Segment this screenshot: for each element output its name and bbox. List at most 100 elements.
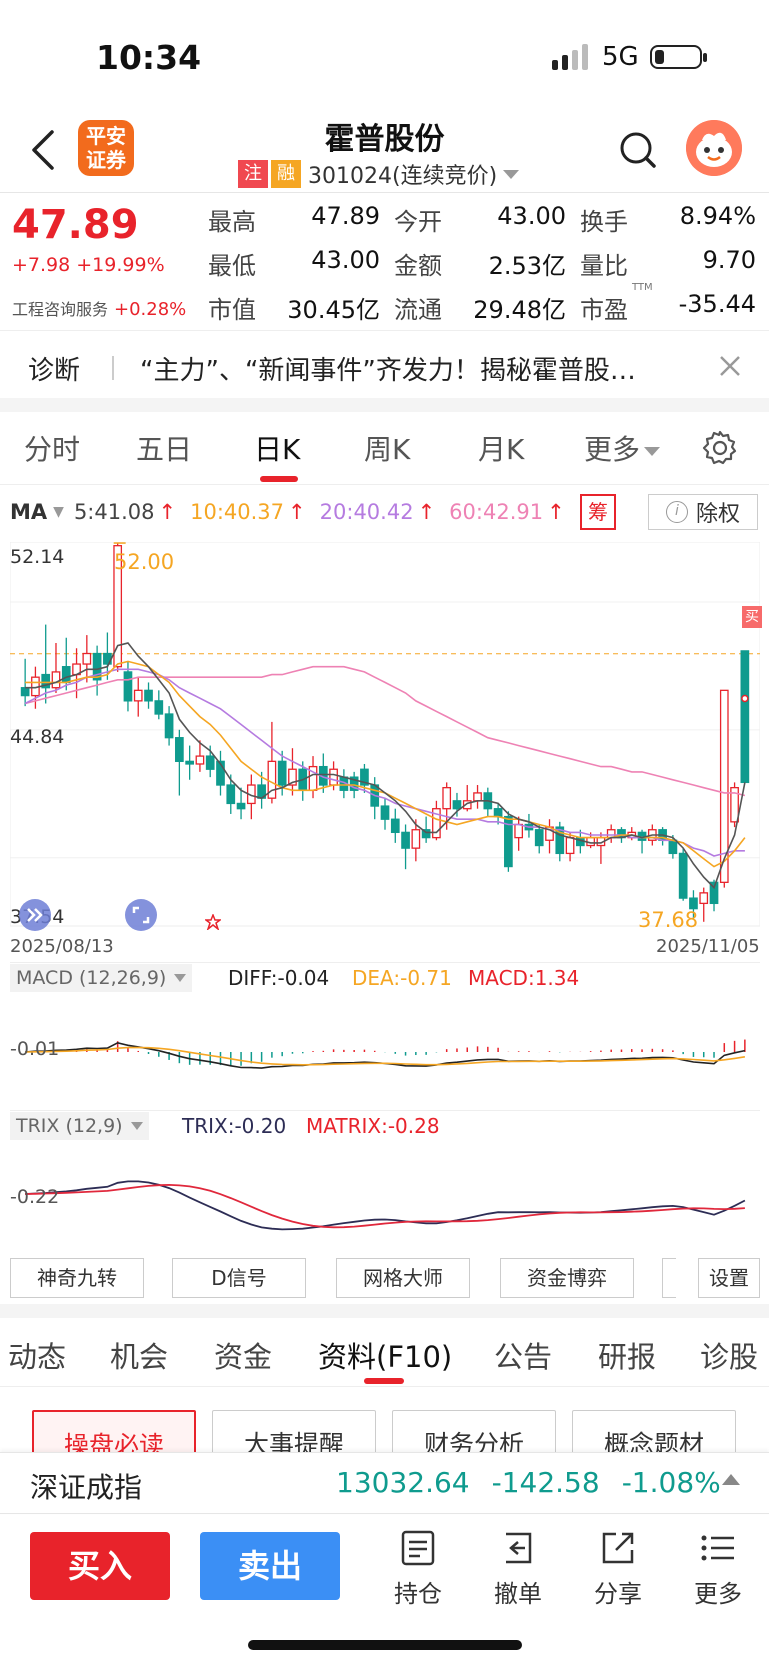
stock-code-selector[interactable]: 注 融 301024(连续竞价) bbox=[238, 158, 520, 190]
candle-body bbox=[730, 787, 739, 823]
tab-weekly-k[interactable]: 周K bbox=[364, 433, 411, 466]
quote-label-amount: 金额 bbox=[394, 252, 442, 280]
ma5-value: 5:41.08 ↑ bbox=[74, 500, 176, 524]
tab-intraday[interactable]: 分时 bbox=[24, 433, 81, 466]
expand-up-icon[interactable] bbox=[722, 1474, 740, 1485]
tab-five-day[interactable]: 五日 bbox=[136, 433, 193, 466]
tab-daily-k[interactable]: 日K bbox=[254, 433, 301, 466]
margin-badge: 融 bbox=[271, 160, 301, 188]
trix-selector[interactable]: TRIX (12,9) bbox=[10, 1112, 149, 1140]
tab-diagnose[interactable]: 诊股 bbox=[700, 1340, 759, 1374]
chevron-down-icon bbox=[174, 974, 187, 982]
ma20-text: 20:40.42 bbox=[319, 500, 414, 524]
close-icon[interactable] bbox=[716, 352, 744, 380]
gear-icon[interactable] bbox=[700, 428, 740, 468]
tab-funds[interactable]: 资金 bbox=[214, 1340, 273, 1374]
quote-value-volume-ratio: 9.70 bbox=[702, 246, 756, 274]
document-icon bbox=[401, 1530, 435, 1566]
tab-monthly-k[interactable]: 月K bbox=[478, 433, 525, 466]
chart-frame bbox=[10, 542, 760, 927]
diagnosis-label[interactable]: 诊断 bbox=[28, 356, 81, 386]
registration-badge: 注 bbox=[238, 160, 268, 188]
back-arrow-icon[interactable] bbox=[24, 128, 64, 172]
tab-opportunity[interactable]: 机会 bbox=[110, 1340, 169, 1374]
candle-body bbox=[360, 768, 369, 786]
quote-label-open: 今开 bbox=[394, 208, 442, 236]
assistant-avatar-icon[interactable] bbox=[686, 120, 742, 176]
cancel-order-button[interactable]: 撤单 bbox=[478, 1528, 558, 1609]
tool-magic-nine[interactable]: 神奇九转 bbox=[10, 1258, 144, 1298]
divider bbox=[0, 330, 769, 331]
trix-axis-label: -0.22 bbox=[10, 1186, 60, 1208]
tab-research[interactable]: 研报 bbox=[598, 1340, 657, 1374]
candle-body bbox=[473, 792, 482, 802]
home-indicator bbox=[248, 1640, 522, 1650]
sell-button[interactable]: 卖出 bbox=[200, 1532, 340, 1600]
ma-legend[interactable]: MA ▼ 5:41.08 ↑ 10:40.37 ↑ 20:40.42 ↑ 60:42.… bbox=[10, 500, 579, 524]
divider bbox=[10, 1110, 760, 1111]
candle-body bbox=[226, 784, 236, 805]
date-end-label: 2025/11/05 bbox=[656, 936, 760, 957]
event-marker-icon[interactable] bbox=[205, 914, 221, 930]
chevron-down-icon bbox=[644, 446, 661, 456]
candle-body bbox=[154, 700, 164, 715]
broker-logo-text: 平安 证券 bbox=[86, 124, 126, 172]
diagnosis-news-link[interactable]: “主力”、“新闻事件”齐发力！揭秘霍普股… bbox=[140, 356, 636, 386]
quote-value-amount: 2.53亿 bbox=[488, 252, 566, 280]
candle-body bbox=[82, 652, 92, 665]
y-axis-max-label: 52.14 bbox=[10, 546, 65, 568]
tool-fund-game[interactable]: 资金博弈 bbox=[500, 1258, 634, 1298]
index-name: 深证成指 bbox=[30, 1471, 143, 1504]
sector-link[interactable]: 工程咨询服务 +0.28% bbox=[12, 296, 186, 320]
ex-rights-button[interactable]: i 除权 bbox=[648, 494, 758, 530]
candle-body bbox=[411, 829, 421, 849]
candle-body bbox=[678, 852, 688, 899]
tab-f10[interactable]: 资料(F10) bbox=[318, 1340, 453, 1374]
share-icon bbox=[602, 1532, 634, 1564]
candle-body bbox=[41, 673, 51, 689]
quote-label-high: 最高 bbox=[208, 208, 256, 236]
status-time: 10:34 bbox=[96, 38, 202, 77]
pe-ttm-mark: TTM bbox=[632, 282, 653, 293]
index-change: -142.58 bbox=[491, 1466, 600, 1499]
macd-axis-label: -0.01 bbox=[10, 1038, 60, 1060]
price-change: +7.98 +19.99% bbox=[12, 254, 165, 276]
divider bbox=[10, 962, 760, 963]
macd-selector[interactable]: MACD (12,26,9) bbox=[10, 964, 193, 992]
hold-button[interactable]: 持仓 bbox=[378, 1528, 458, 1609]
candle-body bbox=[719, 689, 729, 883]
header-divider bbox=[0, 192, 769, 193]
tab-more[interactable]: 更多 bbox=[584, 428, 661, 468]
tab-news[interactable]: 动态 bbox=[8, 1340, 67, 1374]
index-value: 13032.64 bbox=[336, 1466, 470, 1499]
diff-line bbox=[25, 1041, 746, 1069]
buy-signal-marker[interactable]: 买 bbox=[742, 606, 762, 628]
more-button[interactable]: 更多 bbox=[678, 1528, 758, 1609]
fullscreen-icon[interactable] bbox=[124, 898, 158, 932]
tool-more[interactable] bbox=[662, 1258, 676, 1298]
buy-button[interactable]: 买入 bbox=[30, 1532, 170, 1600]
share-label: 分享 bbox=[594, 1580, 642, 1608]
candle-body bbox=[92, 652, 102, 681]
last-price-marker bbox=[741, 694, 749, 703]
index-ticker-bar[interactable] bbox=[0, 1452, 769, 1514]
tool-settings[interactable]: 设置 bbox=[698, 1258, 760, 1298]
share-button[interactable]: 分享 bbox=[578, 1528, 658, 1609]
tool-grid-master[interactable]: 网格大师 bbox=[336, 1258, 470, 1298]
expand-icon[interactable] bbox=[18, 898, 52, 932]
tab-announcement[interactable]: 公告 bbox=[494, 1340, 553, 1374]
date-start-label: 2025/08/13 bbox=[10, 936, 114, 957]
chip-distribution-button[interactable]: 筹 bbox=[580, 494, 616, 530]
active-tab-indicator bbox=[260, 476, 298, 482]
search-icon[interactable] bbox=[616, 128, 660, 172]
candle-body bbox=[349, 776, 359, 791]
tool-d-signal[interactable]: D信号 bbox=[172, 1258, 306, 1298]
ma20-line bbox=[24, 668, 745, 857]
candle-body bbox=[51, 671, 61, 689]
index-values: 13032.64 -142.58 -1.08% bbox=[336, 1466, 743, 1499]
candle-body bbox=[205, 755, 215, 770]
candle-body bbox=[61, 666, 71, 684]
candle-body bbox=[709, 881, 719, 905]
candlestick-chart[interactable] bbox=[10, 542, 760, 932]
sector-name: 工程咨询服务 bbox=[12, 300, 109, 319]
